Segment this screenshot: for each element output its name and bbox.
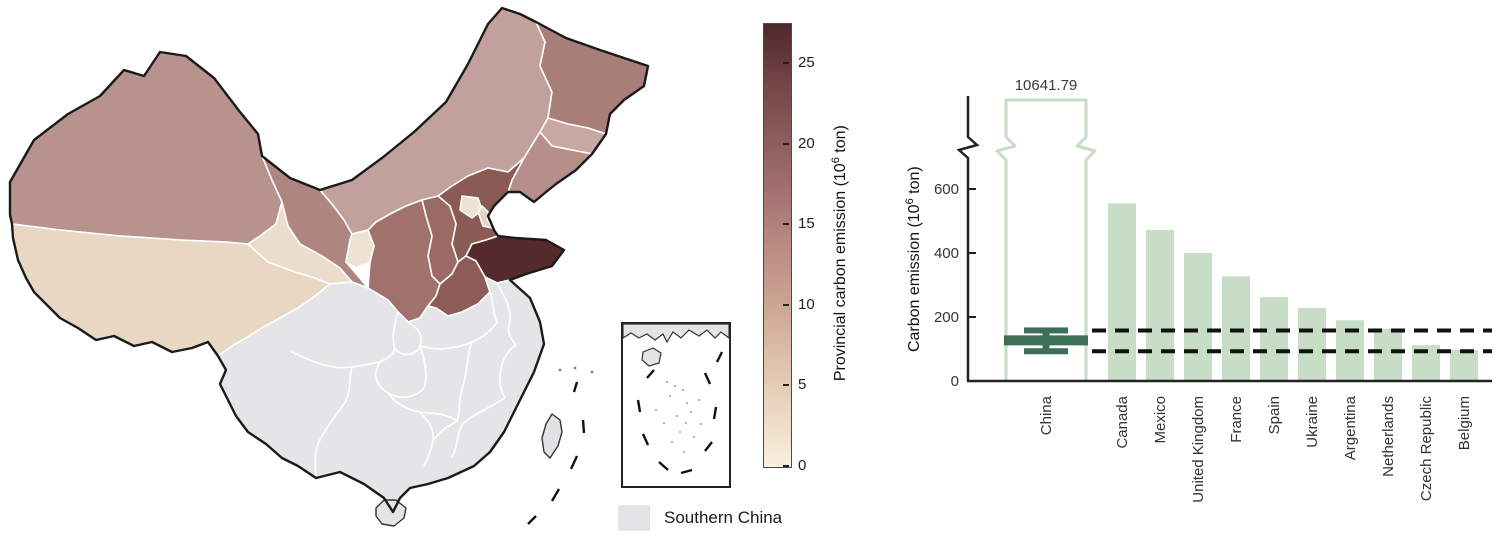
- province-shapes: [9, 7, 649, 513]
- inset-island-dots: [655, 381, 702, 453]
- province-xinjiang: [9, 51, 283, 245]
- southern-china-swatch: [618, 505, 650, 531]
- x-label-ukraine: Ukraine: [1304, 396, 1321, 448]
- x-label-spain: Spain: [1266, 396, 1283, 434]
- y-axis-line-with-break: [956, 96, 980, 381]
- map-legend: Southern China: [618, 505, 782, 531]
- y-label-unit: ton): [906, 166, 924, 199]
- y-tick-label-600: 600: [934, 181, 959, 198]
- y-tick-label-200: 200: [934, 309, 959, 326]
- colorbar-tick-mark-15: [783, 223, 789, 226]
- colorbar-label: Provincial carbon emission (106 ton): [830, 103, 850, 403]
- country-emission-bar-chart: 0 200 400 600 China Canada Mexico United Kingdo…: [934, 77, 1492, 503]
- x-label-mexico: Mexico: [1152, 396, 1169, 444]
- x-label-china: China: [1038, 395, 1055, 435]
- x-label-belgium: Belgium: [1456, 396, 1473, 450]
- southern-china-label: Southern China: [664, 508, 783, 527]
- colorbar-tick-mark-10: [783, 303, 789, 306]
- colorbar-tick-label-5: 5: [798, 376, 807, 394]
- x-label-czech-republic: Czech Republic: [1418, 396, 1435, 502]
- bar-spain: [1260, 297, 1288, 381]
- nine-dash-line-fragments: [527, 366, 594, 525]
- province-beijing: [459, 195, 483, 219]
- colorbar-tick-label-15: 15: [798, 215, 815, 233]
- inset-nine-dash-line: [636, 351, 724, 475]
- province-ningxia: [345, 229, 375, 269]
- error-bar-lower-cap: [1024, 348, 1068, 355]
- x-label-united-kingdom: United Kingdom: [1190, 396, 1207, 503]
- colorbar-label-text: Provincial carbon emission (10: [832, 163, 850, 382]
- bar-netherlands: [1374, 328, 1402, 381]
- colorbar-tick-label-0: 0: [798, 457, 807, 474]
- x-label-canada: Canada: [1114, 395, 1131, 448]
- bar-canada: [1108, 203, 1136, 381]
- south-china-sea-inset: [621, 322, 731, 488]
- colorbar: [763, 23, 792, 468]
- colorbar-tick-label-20: 20: [798, 134, 815, 152]
- colorbar-tick-mark-25: [783, 62, 789, 65]
- bar-chart-y-axis-label: Carbon emission (106 ton): [904, 129, 924, 389]
- southern-province-borders: [291, 282, 517, 478]
- inset-coastline: [622, 323, 730, 344]
- bar-china-broken: [995, 98, 1097, 381]
- y-tick-label-0: 0: [951, 373, 959, 390]
- x-label-france: France: [1228, 396, 1245, 443]
- inset-hainan-island: [641, 347, 662, 367]
- bar-belgium: [1450, 349, 1478, 381]
- y-label-sup: 6: [903, 198, 916, 205]
- bar-united-kingdom: [1184, 253, 1212, 381]
- colorbar-tick-mark-5: [783, 384, 789, 387]
- china-national-outline: [8, 6, 650, 514]
- bar-mexico: [1146, 229, 1174, 381]
- china-value-annotation: 10641.79: [1015, 77, 1078, 94]
- colorbar-tick-label-25: 25: [798, 54, 815, 72]
- x-label-argentina: Argentina: [1342, 395, 1359, 460]
- colorbar-tick-mark-0: [783, 465, 789, 467]
- error-bar-upper-cap: [1024, 327, 1068, 334]
- colorbar-label-unit: ton): [832, 125, 850, 158]
- colorbar-label-sup: 6: [829, 157, 842, 164]
- colorbar-tick-label-10: 10: [798, 295, 815, 313]
- y-label-text: Carbon emission (10: [906, 204, 924, 353]
- x-label-netherlands: Netherlands: [1380, 396, 1397, 477]
- colorbar-tick-mark-20: [783, 142, 789, 145]
- china-map: [8, 6, 650, 527]
- island-taiwan: [541, 413, 563, 459]
- y-tick-label-400: 400: [934, 245, 959, 262]
- error-bar-mean: [1004, 335, 1088, 346]
- island-hainan: [375, 499, 407, 527]
- province-heilongjiang: [535, 21, 649, 135]
- bar-ukraine: [1298, 308, 1326, 381]
